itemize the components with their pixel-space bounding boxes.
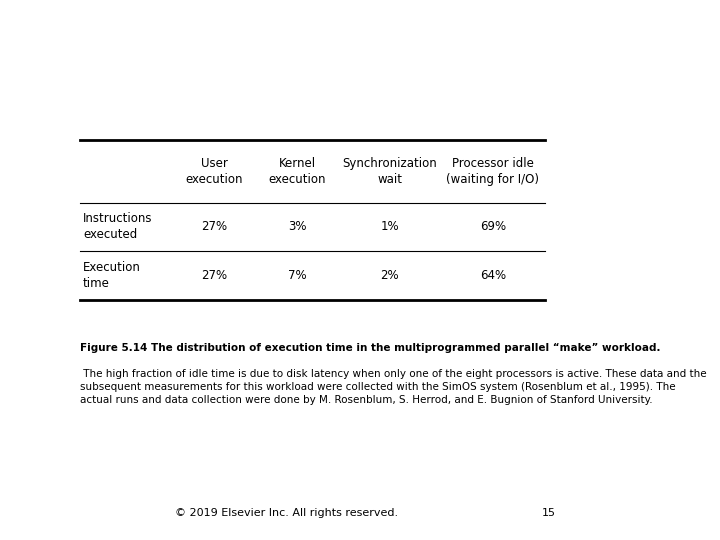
Text: The high fraction of idle time is due to disk latency when only one of the eight: The high fraction of idle time is due to… [80, 369, 707, 405]
Text: 27%: 27% [202, 269, 228, 282]
Text: 1%: 1% [380, 220, 399, 233]
Text: User
execution: User execution [186, 157, 243, 186]
Text: Execution
time: Execution time [83, 261, 141, 290]
Text: 27%: 27% [202, 220, 228, 233]
Text: 69%: 69% [480, 220, 506, 233]
Text: 15: 15 [542, 508, 556, 518]
Text: Kernel
execution: Kernel execution [268, 157, 325, 186]
Text: 7%: 7% [287, 269, 306, 282]
Text: 64%: 64% [480, 269, 506, 282]
Text: 3%: 3% [288, 220, 306, 233]
Text: © 2019 Elsevier Inc. All rights reserved.: © 2019 Elsevier Inc. All rights reserved… [175, 508, 398, 518]
Text: Processor idle
(waiting for I/O): Processor idle (waiting for I/O) [446, 157, 539, 186]
Text: Instructions
executed: Instructions executed [83, 212, 153, 241]
Text: Synchronization
wait: Synchronization wait [343, 157, 437, 186]
Text: Figure 5.14 The distribution of execution time in the multiprogrammed parallel “: Figure 5.14 The distribution of executio… [80, 343, 661, 353]
Text: 2%: 2% [380, 269, 399, 282]
